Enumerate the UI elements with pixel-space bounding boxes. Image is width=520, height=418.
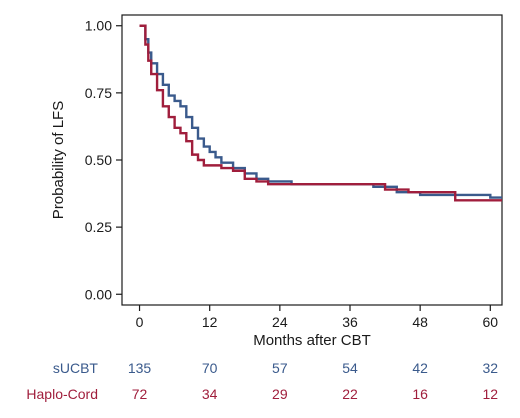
x-tick-label: 60 (483, 314, 499, 330)
risk-value: 42 (412, 360, 428, 376)
series-haplo-cord-line (139, 24, 502, 202)
y-tick-label: 1.00 (85, 18, 112, 34)
x-axis-title: Months after CBT (253, 332, 371, 349)
risk-value: 34 (202, 386, 218, 402)
risk-value: 72 (132, 386, 148, 402)
y-tick-label: 0.75 (85, 85, 112, 101)
risk-row-label: sUCBT (53, 360, 99, 376)
risk-value: 32 (483, 360, 499, 376)
x-tick-label: 24 (272, 314, 288, 330)
y-tick-label: 0.50 (85, 152, 112, 168)
series-sucbt-line (139, 24, 502, 199)
risk-value: 54 (342, 360, 358, 376)
risk-value: 12 (483, 386, 499, 402)
risk-value: 70 (202, 360, 218, 376)
risk-value: 29 (272, 386, 288, 402)
risk-value: 16 (412, 386, 428, 402)
y-tick-label: 0.00 (85, 286, 112, 302)
x-tick-label: 0 (136, 314, 144, 330)
y-tick-label: 0.25 (85, 219, 112, 235)
risk-value: 135 (128, 360, 152, 376)
plot-frame (121, 14, 503, 306)
x-tick-label: 12 (202, 314, 218, 330)
y-axis: 0.00 0.25 0.50 0.75 1.00 (85, 18, 122, 302)
x-tick-label: 48 (412, 314, 428, 330)
x-axis: 0 12 24 36 48 60 (136, 305, 499, 330)
risk-value: 22 (342, 386, 358, 402)
number-at-risk-table: sUCBT 135 70 57 54 42 32 Haplo-Cord 72 34 29 22 16 12 (26, 360, 498, 402)
y-axis-title: Probability of LFS (50, 101, 67, 219)
x-tick-label: 36 (342, 314, 358, 330)
risk-row-label: Haplo-Cord (26, 386, 98, 402)
risk-value: 57 (272, 360, 288, 376)
survival-curves (139, 24, 502, 202)
